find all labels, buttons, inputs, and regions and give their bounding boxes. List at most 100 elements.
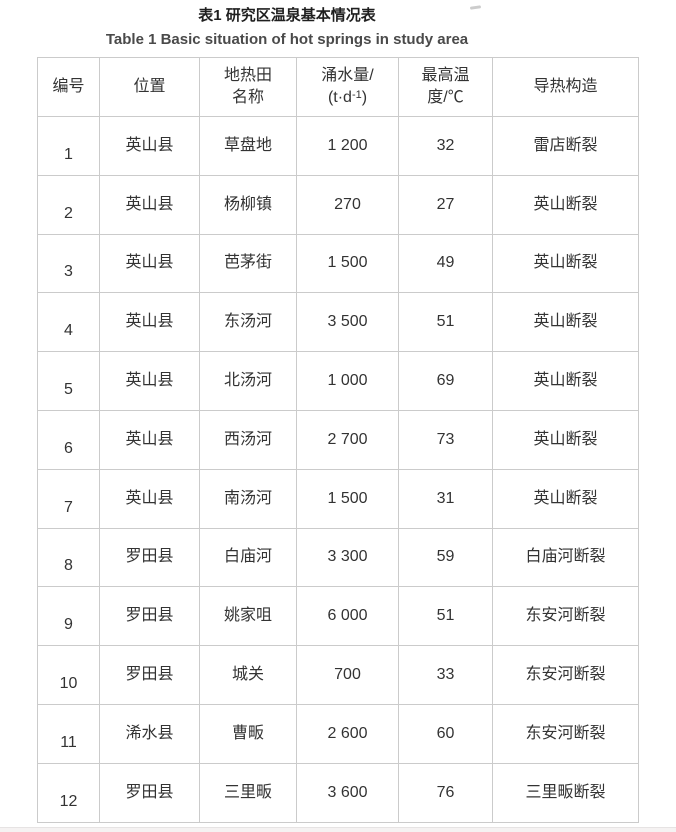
cell-location: 英山县 (99, 292, 200, 353)
row-number: 6 (64, 439, 73, 457)
header-water-output: 涌水量/ (t·d-1) (296, 57, 399, 117)
cell-field-name: 白庙河 (199, 527, 297, 588)
cell-water-output: 2 600 (296, 703, 399, 764)
cell-max-temperature: 51 (398, 292, 493, 353)
header-heat-structure-label: 导热构造 (533, 78, 598, 95)
cell-location: 英山县 (99, 409, 200, 470)
table-row: 8 罗田县 白庙河 3 300 59 白庙河断裂 (37, 527, 639, 588)
table-row: 11 浠水县 曹畈 2 600 60 东安河断裂 (37, 703, 639, 764)
header-field-name-line1: 地热田 (223, 67, 272, 84)
cell-heat-structure: 英山断裂 (492, 409, 639, 470)
header-location: 位置 (99, 57, 200, 117)
header-location-label: 位置 (133, 78, 166, 95)
cell-location: 英山县 (99, 351, 200, 411)
table-row: 4 英山县 东汤河 3 500 51 英山断裂 (37, 292, 639, 353)
cell-location: 罗田县 (99, 527, 200, 588)
cell-heat-structure: 白庙河断裂 (492, 527, 639, 588)
cell-water-output: 3 600 (296, 762, 399, 823)
table-row: 7 英山县 南汤河 1 500 31 英山断裂 (37, 468, 639, 529)
cell-water-output: 6 000 (296, 586, 399, 647)
table-row: 5 英山县 北汤河 1 000 69 英山断裂 (37, 351, 639, 411)
cell-number: 7 (37, 468, 100, 529)
cell-field-name: 杨柳镇 (199, 174, 297, 235)
table-row: 10 罗田县 城关 700 33 东安河断裂 (37, 645, 639, 705)
cell-location: 英山县 (99, 233, 200, 294)
row-number: 11 (60, 733, 77, 751)
header-number: 编号 (37, 57, 100, 117)
header-max-temperature: 最高温 度/℃ (398, 57, 493, 117)
cell-heat-structure: 英山断裂 (492, 292, 639, 353)
table-body: 1 英山县 草盘地 1 200 32 雷店断裂 2 英山县 杨柳镇 270 27… (37, 116, 639, 823)
cell-water-output: 2 700 (296, 409, 399, 470)
cell-heat-structure: 英山断裂 (492, 351, 639, 411)
cell-number: 2 (37, 174, 100, 235)
cell-location: 英山县 (99, 116, 200, 176)
table-row: 9 罗田县 姚家咀 6 000 51 东安河断裂 (37, 586, 639, 647)
cell-number: 6 (37, 409, 100, 470)
row-number: 12 (59, 792, 78, 810)
cell-location: 英山县 (99, 174, 200, 235)
cell-max-temperature: 32 (398, 116, 493, 176)
cell-heat-structure: 东安河断裂 (492, 586, 639, 647)
cell-max-temperature: 33 (398, 645, 493, 705)
row-number: 9 (64, 616, 73, 634)
cell-max-temperature: 27 (398, 174, 493, 235)
table-row: 2 英山县 杨柳镇 270 27 英山断裂 (37, 174, 639, 235)
cell-water-output: 3 300 (296, 527, 399, 588)
row-number: 5 (64, 381, 73, 399)
cell-heat-structure: 雷店断裂 (492, 116, 639, 176)
table-row: 12 罗田县 三里畈 3 600 76 三里畈断裂 (37, 762, 639, 823)
hot-springs-table: 编号 位置 地热田 名称 涌水量/ (t·d-1) 最高温 度/℃ 导热构造 1 (37, 57, 639, 823)
cell-location: 浠水县 (99, 703, 200, 764)
cell-heat-structure: 英山断裂 (492, 233, 639, 294)
cell-number: 1 (37, 116, 100, 176)
cell-field-name: 东汤河 (199, 292, 297, 353)
row-number: 1 (64, 145, 73, 163)
header-max-temperature-line1: 最高温 (421, 67, 470, 84)
cell-water-output: 700 (296, 645, 399, 705)
cell-number: 9 (37, 586, 100, 647)
header-water-output-line1: 涌水量/ (321, 67, 374, 84)
cell-number: 12 (37, 762, 100, 823)
header-water-output-unit: (t·d-1) (297, 87, 398, 109)
cell-max-temperature: 59 (398, 527, 493, 588)
cell-water-output: 1 200 (296, 116, 399, 176)
cell-location: 罗田县 (99, 762, 200, 823)
cell-water-output: 1 500 (296, 233, 399, 294)
table-caption-chinese: 表1 研究区温泉基本情况表 (198, 7, 376, 24)
cell-water-output: 1 000 (296, 351, 399, 411)
cell-field-name: 南汤河 (199, 468, 297, 529)
table-row: 3 英山县 芭茅街 1 500 49 英山断裂 (37, 233, 639, 294)
header-heat-structure: 导热构造 (492, 57, 639, 117)
cell-location: 罗田县 (99, 586, 200, 647)
cell-field-name: 北汤河 (199, 351, 297, 411)
header-row: 编号 位置 地热田 名称 涌水量/ (t·d-1) 最高温 度/℃ 导热构造 (37, 57, 639, 117)
cell-heat-structure: 三里畈断裂 (492, 762, 639, 823)
header-field-name-line2: 名称 (231, 89, 264, 106)
cell-number: 11 (37, 703, 100, 764)
cell-water-output: 3 500 (296, 292, 399, 353)
cell-location: 英山县 (99, 468, 200, 529)
cell-heat-structure: 东安河断裂 (492, 703, 639, 764)
row-number: 4 (64, 322, 73, 340)
table-caption-english: Table 1 Basic situation of hot springs i… (105, 31, 469, 48)
row-number: 10 (59, 675, 78, 693)
row-number: 8 (64, 557, 73, 575)
cell-number: 8 (37, 527, 100, 588)
cell-heat-structure: 英山断裂 (492, 174, 639, 235)
cell-max-temperature: 60 (398, 703, 493, 764)
cell-field-name: 西汤河 (199, 409, 297, 470)
bottom-page-edge (0, 827, 676, 832)
unit-exponent: -1 (351, 89, 362, 101)
row-number: 7 (64, 498, 73, 516)
cell-field-name: 姚家咀 (199, 586, 297, 647)
row-number: 2 (64, 204, 73, 222)
cell-number: 10 (37, 645, 100, 705)
cell-heat-structure: 东安河断裂 (492, 645, 639, 705)
header-number-label: 编号 (52, 78, 85, 95)
cell-water-output: 1 500 (296, 468, 399, 529)
cell-field-name: 曹畈 (199, 703, 297, 764)
cell-max-temperature: 69 (398, 351, 493, 411)
cell-max-temperature: 49 (398, 233, 493, 294)
cell-field-name: 草盘地 (199, 116, 297, 176)
